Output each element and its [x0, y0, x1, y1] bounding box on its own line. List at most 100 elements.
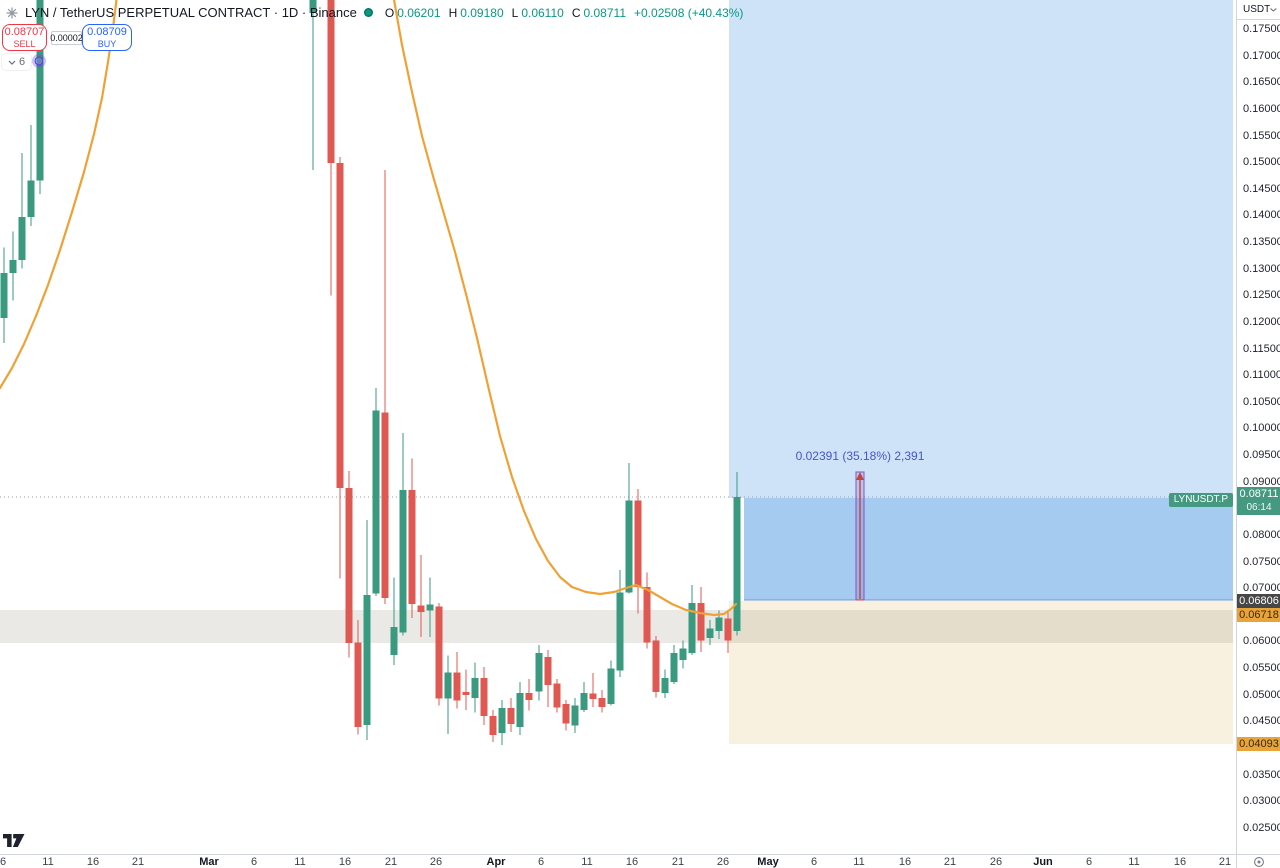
candle-down [652, 636, 660, 698]
time-tick-month: Jun [1033, 856, 1053, 868]
time-tick-month: Apr [486, 856, 506, 868]
time-tick-day: 16 [338, 856, 352, 868]
price-tick: 0.10000 [1243, 422, 1280, 435]
candle-up [426, 577, 434, 638]
candle-body [381, 412, 389, 598]
candle-body [27, 180, 35, 218]
candle-body [670, 653, 678, 682]
chart-options-icon[interactable] [6, 7, 18, 19]
candle-up [670, 645, 678, 685]
chart-canvas[interactable]: 0.02391 (35.18%) 2,391 [0, 0, 1233, 855]
object-tree-chip[interactable]: 6 [2, 54, 32, 70]
candle-down [453, 652, 461, 709]
candle-body [435, 606, 443, 699]
candle-body [507, 708, 515, 725]
chevron-down-icon [8, 60, 16, 65]
candle-body [688, 603, 696, 654]
candle-up [535, 645, 543, 701]
candle-down [544, 650, 552, 707]
price-tick: 0.12500 [1243, 289, 1280, 302]
price-tick: 0.17500 [1243, 23, 1280, 35]
candle-body [363, 595, 371, 726]
time-tick-day: 21 [1218, 856, 1232, 868]
candle-body [471, 678, 479, 698]
time-tick-day: 21 [131, 856, 145, 868]
candle-body [489, 716, 497, 736]
candle-body [525, 693, 533, 701]
candle-up [679, 640, 687, 669]
time-tick-day: 26 [716, 856, 730, 868]
candle-down [643, 572, 651, 649]
symbol-title[interactable]: LYN / TetherUS PERPETUAL CONTRACT · 1D ·… [25, 5, 357, 20]
close-value: 0.08711 [583, 5, 627, 20]
candle-up [372, 387, 380, 597]
candle-body [706, 628, 714, 638]
time-tick-day: 11 [581, 856, 593, 868]
candle-body [643, 587, 651, 643]
time-tick-day: 6 [0, 856, 7, 868]
candle-down [553, 678, 561, 713]
price-range-measurement[interactable]: 0.02391 (35.18%) 2,391 [796, 449, 925, 601]
change-value: +0.02508 (+40.43%) [634, 5, 744, 20]
candle-body [715, 617, 723, 631]
candle-body [0, 272, 8, 319]
price-tick: 0.08000 [1243, 528, 1280, 541]
candle-down [435, 603, 443, 706]
candle-down [562, 700, 570, 731]
time-axis[interactable]: 6 11 16 21 Mar 6 11 16 21 26 Apr 6 11 16 21 26 May 6 11 16 2… [0, 854, 1280, 868]
candle-up [733, 472, 741, 636]
market-status-icon[interactable] [363, 8, 373, 17]
sell-button[interactable]: 0.08707 SELL [2, 24, 47, 51]
time-tick-day: 21 [943, 856, 957, 868]
time-tick-day: 6 [250, 856, 258, 868]
scroll-to-realtime-icon[interactable] [1253, 856, 1265, 868]
price-tick: 0.04500 [1243, 715, 1280, 728]
time-tick-day: 11 [42, 856, 54, 868]
candle-body [444, 672, 452, 699]
scale-currency-cell[interactable]: USDT [1237, 0, 1280, 20]
high-value: 0.09180 [460, 5, 504, 20]
object-count: 6 [19, 56, 26, 68]
upper-zone-blue[interactable] [729, 0, 1233, 498]
candle-up [444, 655, 452, 735]
candle-up [688, 585, 696, 655]
price-tick: 0.15000 [1243, 156, 1280, 169]
moving-average-line[interactable] [392, 0, 738, 617]
entry-zone-blue[interactable] [744, 498, 1233, 600]
drawing-anchor-point[interactable] [34, 56, 44, 66]
price-scale[interactable]: USDT 0.17500 0.17000 0.16500 0.16000 0.15500… [1236, 0, 1280, 854]
symbol-price-tag: LYNUSDT.P [1168, 493, 1233, 507]
candle-body [625, 500, 633, 593]
candle-up [616, 570, 624, 678]
candle-down [697, 587, 705, 653]
candle-body [372, 410, 380, 594]
candle-down [462, 669, 470, 711]
price-tick: 0.10500 [1243, 395, 1280, 408]
price-tick: 0.13500 [1243, 236, 1280, 249]
time-tick-day: 11 [294, 856, 306, 868]
candle-up [471, 662, 479, 713]
time-tick-day: 16 [625, 856, 639, 868]
buy-label: BUY [97, 38, 117, 49]
candle-body [724, 618, 732, 641]
tradingview-logo[interactable] [3, 833, 25, 853]
price-tick: 0.05000 [1243, 688, 1280, 701]
candle-body [733, 497, 741, 631]
time-tick-month: May [757, 856, 779, 868]
candle-up [516, 681, 524, 736]
low-key: L [511, 5, 519, 20]
time-tick-day: 16 [86, 856, 100, 868]
candle-body [562, 703, 570, 724]
target-zone-beige[interactable] [729, 601, 1233, 744]
candle-body [679, 648, 687, 661]
candle-up [36, 0, 44, 195]
chart-legend: LYN / TetherUS PERPETUAL CONTRACT · 1D ·… [6, 5, 743, 20]
buy-button[interactable]: 0.08709 BUY [82, 24, 132, 51]
bar-countdown: 06:14 [1246, 502, 1272, 513]
candle-body [580, 693, 588, 711]
candle-down [408, 458, 416, 619]
candle-body [399, 490, 407, 633]
candle-body [652, 640, 660, 693]
candle-down [345, 471, 353, 658]
